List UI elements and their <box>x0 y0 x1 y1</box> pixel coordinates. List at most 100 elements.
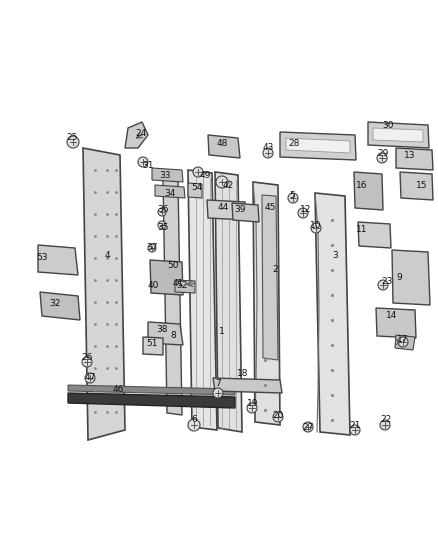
Text: 52: 52 <box>177 280 188 289</box>
Polygon shape <box>152 168 183 182</box>
Polygon shape <box>125 122 148 148</box>
Circle shape <box>350 425 360 435</box>
Polygon shape <box>315 193 350 435</box>
Text: 54: 54 <box>191 183 203 192</box>
Text: 9: 9 <box>396 273 402 282</box>
Text: 10: 10 <box>310 221 322 230</box>
Text: 38: 38 <box>156 326 168 335</box>
Text: 36: 36 <box>157 206 169 214</box>
Circle shape <box>85 373 95 383</box>
Circle shape <box>67 136 79 148</box>
Text: 32: 32 <box>49 298 61 308</box>
Circle shape <box>138 157 148 167</box>
Circle shape <box>213 388 223 398</box>
Text: 16: 16 <box>356 181 368 190</box>
Polygon shape <box>376 308 416 338</box>
Text: 31: 31 <box>142 160 154 169</box>
Text: 14: 14 <box>386 311 398 319</box>
Polygon shape <box>400 172 433 200</box>
Polygon shape <box>395 335 415 350</box>
Circle shape <box>377 153 387 163</box>
Polygon shape <box>354 172 383 210</box>
Polygon shape <box>148 322 183 345</box>
Text: 42: 42 <box>223 181 233 190</box>
Text: 40: 40 <box>147 280 159 289</box>
Text: 24: 24 <box>135 128 147 138</box>
Text: 44: 44 <box>217 204 229 213</box>
Text: 30: 30 <box>382 120 394 130</box>
Text: 46: 46 <box>112 385 124 394</box>
Circle shape <box>82 357 92 367</box>
Text: 47: 47 <box>84 374 95 383</box>
Circle shape <box>216 176 228 188</box>
Polygon shape <box>38 245 78 275</box>
Text: 29: 29 <box>377 149 389 157</box>
Text: 3: 3 <box>332 251 338 260</box>
Polygon shape <box>232 203 259 222</box>
Circle shape <box>158 221 166 229</box>
Text: 51: 51 <box>146 338 158 348</box>
Circle shape <box>193 167 203 177</box>
Text: 18: 18 <box>237 368 249 377</box>
Circle shape <box>398 337 408 347</box>
Text: 4: 4 <box>104 251 110 260</box>
Circle shape <box>298 208 308 218</box>
Text: 6: 6 <box>191 416 197 424</box>
Circle shape <box>247 403 257 413</box>
Text: 35: 35 <box>157 223 169 232</box>
Text: 39: 39 <box>234 206 246 214</box>
Text: 27: 27 <box>302 423 314 432</box>
Text: 15: 15 <box>416 181 428 190</box>
Circle shape <box>263 148 273 158</box>
Polygon shape <box>368 122 429 148</box>
Text: 1: 1 <box>219 327 225 336</box>
Polygon shape <box>358 222 391 248</box>
Text: 50: 50 <box>167 261 179 270</box>
Polygon shape <box>150 260 183 295</box>
Text: 13: 13 <box>404 150 416 159</box>
Polygon shape <box>253 182 280 425</box>
Text: 12: 12 <box>300 206 312 214</box>
Polygon shape <box>163 178 182 415</box>
Text: 11: 11 <box>356 225 368 235</box>
Circle shape <box>380 420 390 430</box>
Text: 21: 21 <box>350 421 360 430</box>
Polygon shape <box>188 183 202 198</box>
Text: 43: 43 <box>262 143 274 152</box>
Text: 8: 8 <box>170 330 176 340</box>
Text: 45: 45 <box>264 204 276 213</box>
Text: 37: 37 <box>146 244 158 253</box>
Text: 25: 25 <box>66 133 78 142</box>
Polygon shape <box>396 148 433 170</box>
Polygon shape <box>215 172 242 432</box>
Text: 17: 17 <box>397 335 409 344</box>
Polygon shape <box>208 135 240 158</box>
Circle shape <box>311 223 321 233</box>
Text: 34: 34 <box>164 189 176 198</box>
Text: 41: 41 <box>172 279 184 288</box>
Polygon shape <box>68 385 235 395</box>
Polygon shape <box>40 292 80 320</box>
Polygon shape <box>286 138 350 153</box>
Polygon shape <box>188 170 217 430</box>
Circle shape <box>273 412 283 422</box>
Text: 28: 28 <box>288 139 300 148</box>
Polygon shape <box>83 148 125 440</box>
Circle shape <box>188 419 200 431</box>
Text: 49: 49 <box>199 171 211 180</box>
Text: 20: 20 <box>272 410 284 419</box>
Text: 23: 23 <box>381 278 393 287</box>
Text: 5: 5 <box>289 190 295 199</box>
Polygon shape <box>262 195 278 360</box>
Polygon shape <box>280 132 356 160</box>
Polygon shape <box>392 250 430 305</box>
Text: 33: 33 <box>159 171 171 180</box>
Circle shape <box>148 244 156 252</box>
Polygon shape <box>207 200 246 220</box>
Text: 2: 2 <box>272 265 278 274</box>
Circle shape <box>378 280 388 290</box>
Circle shape <box>303 422 313 432</box>
Text: 7: 7 <box>215 379 221 389</box>
Text: 48: 48 <box>216 139 228 148</box>
Text: 22: 22 <box>380 416 392 424</box>
